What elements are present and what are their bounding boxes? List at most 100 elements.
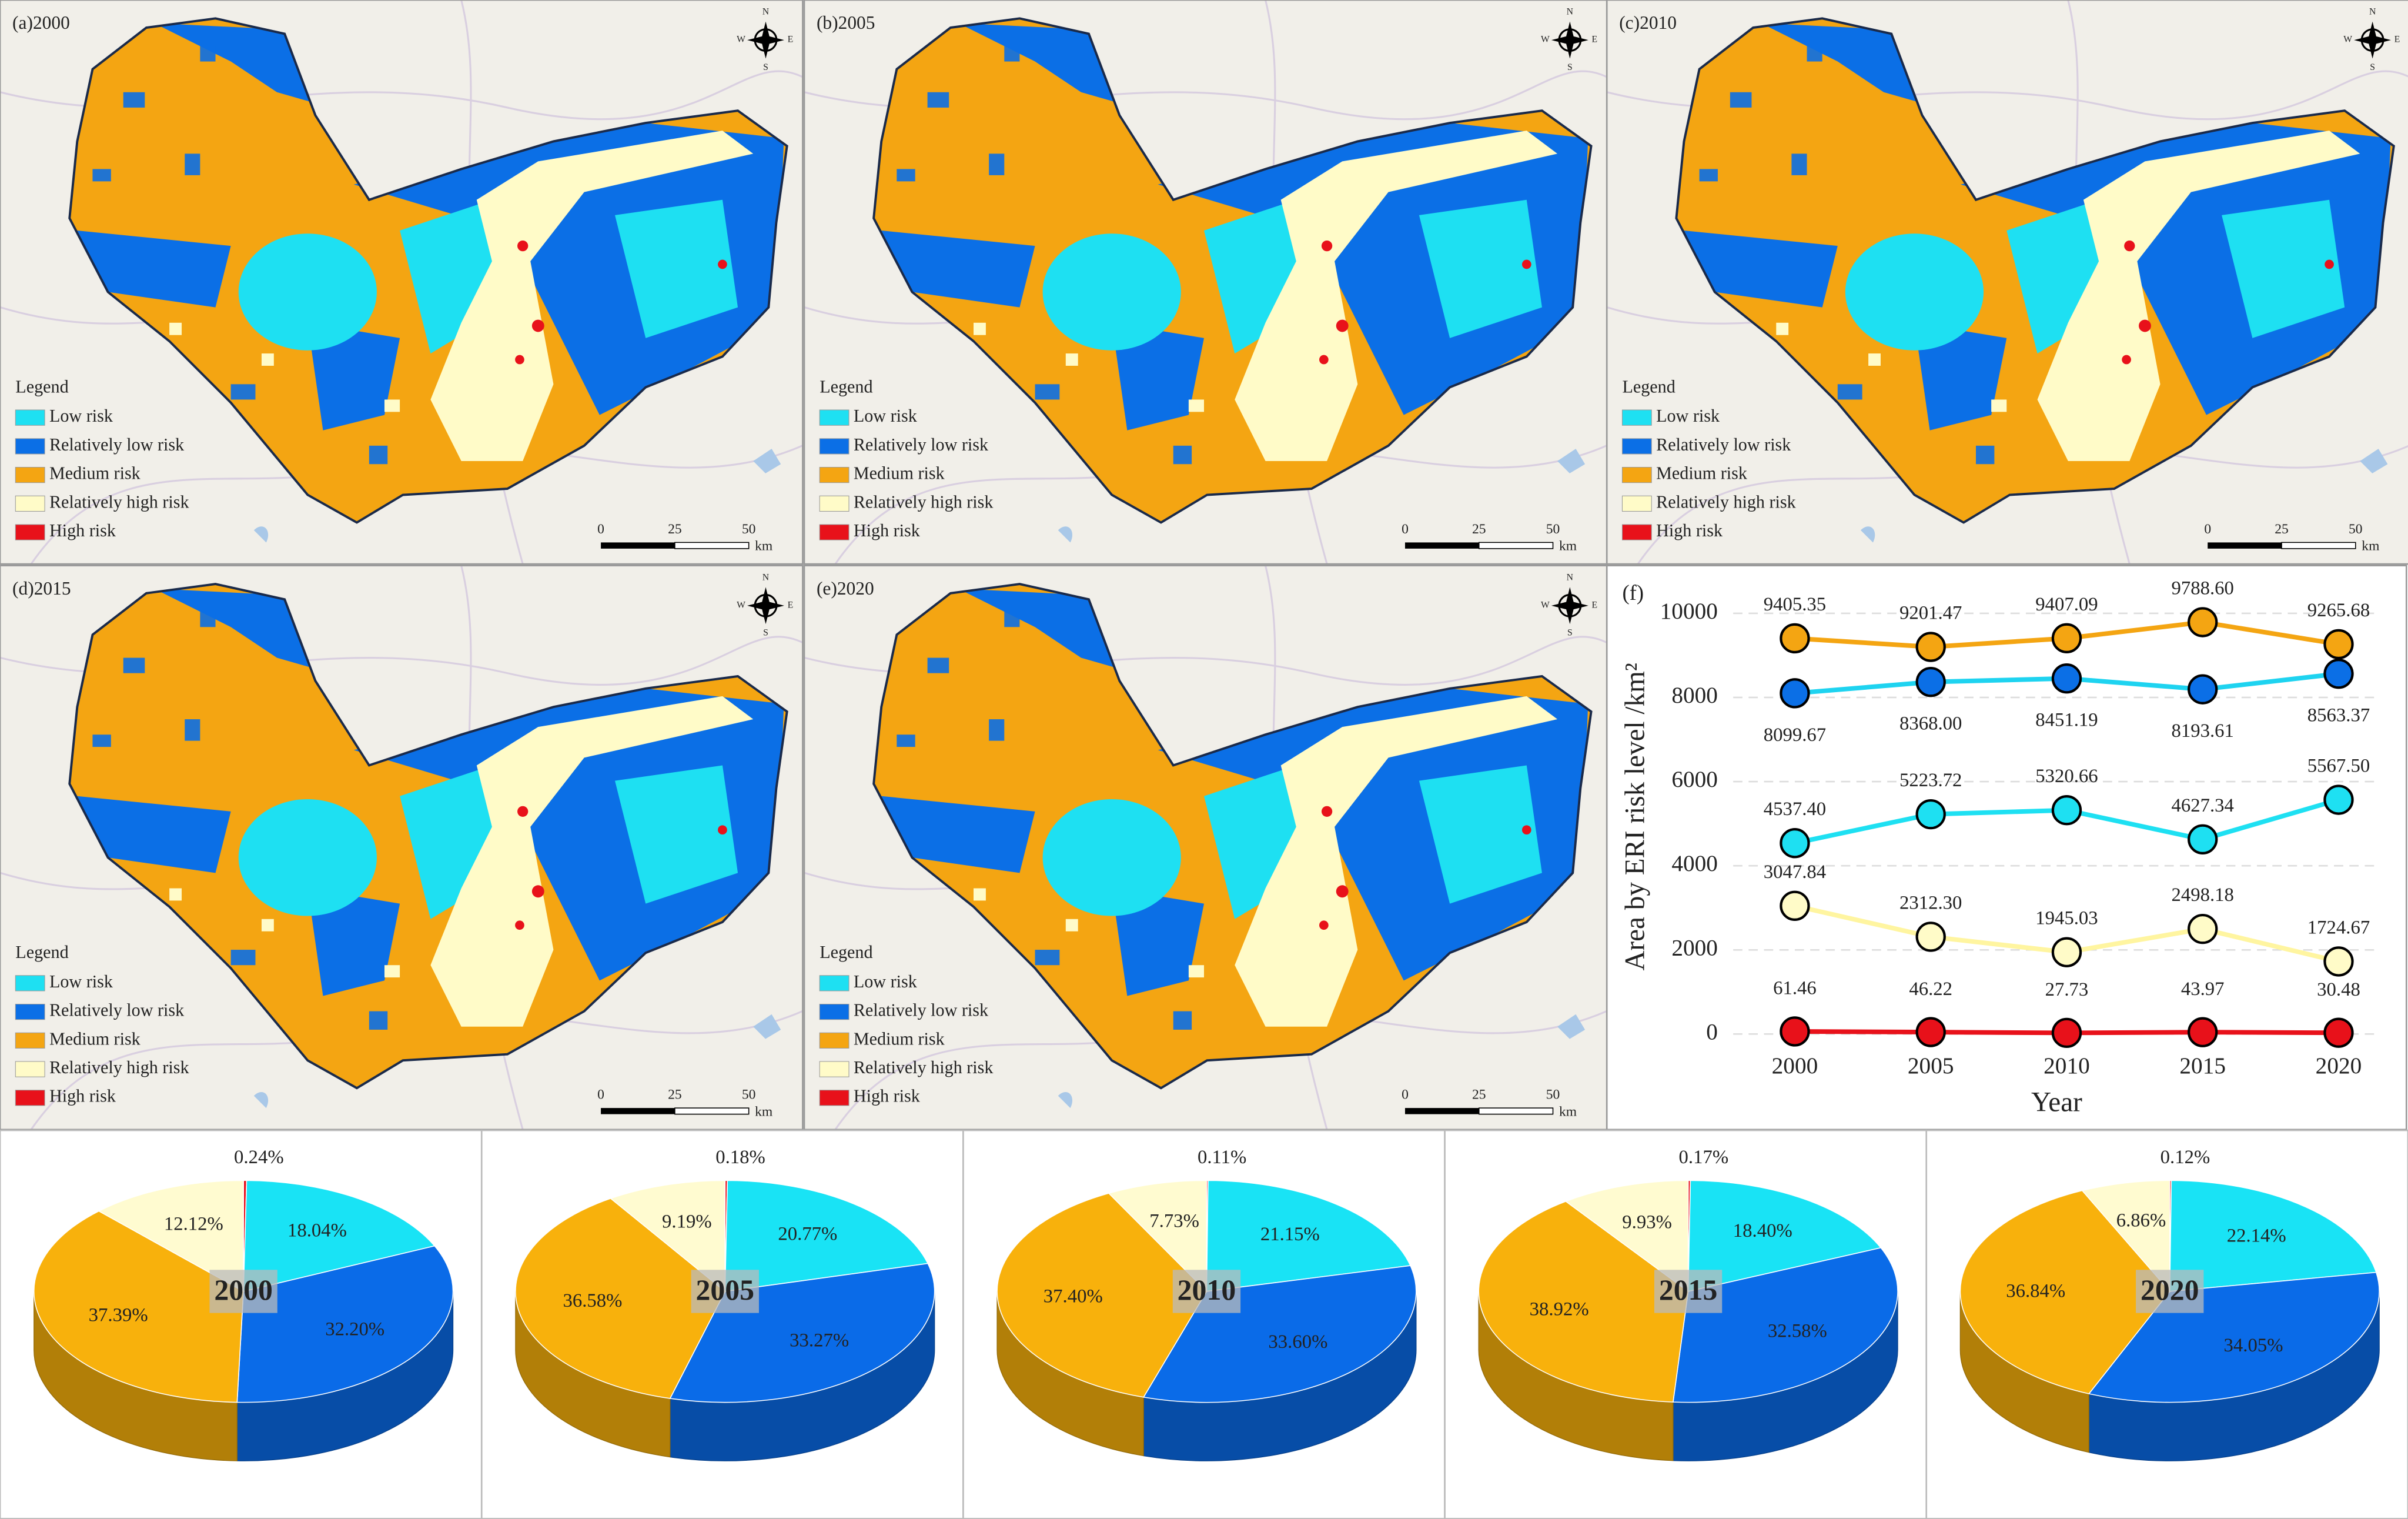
data-label: 27.73 [2045, 979, 2089, 1000]
legend-label: Relatively low risk [854, 1000, 989, 1020]
scale-label: 0 [597, 522, 604, 537]
pie-label: 37.40% [1044, 1286, 1103, 1307]
data-point [1780, 623, 1810, 654]
legend-label: High risk [49, 1086, 116, 1106]
pie-label: 18.04% [287, 1220, 347, 1241]
map-panel: (d)2015 Legend Low risk Relatively low risk… [0, 565, 804, 1131]
data-point [1915, 632, 1946, 662]
data-label: 9407.09 [2035, 594, 2098, 615]
compass-label: W [737, 35, 745, 45]
pie-slice [1206, 1180, 1412, 1292]
panel-label: (f) [1622, 580, 1644, 605]
legend-label: Low risk [1656, 406, 1720, 426]
pie-title: 2000 [214, 1274, 273, 1306]
compass-label: E [788, 600, 794, 610]
pie-label: 22.14% [2227, 1225, 2286, 1246]
scale-label: 25 [668, 1087, 682, 1103]
data-label: 9201.47 [1899, 603, 1962, 624]
scale-unit: km [1559, 1104, 1577, 1119]
data-label: 9788.60 [2172, 578, 2234, 599]
data-label: 4537.40 [1764, 799, 1826, 820]
scale-bar [674, 542, 750, 549]
scale-label: 25 [1472, 1087, 1486, 1103]
data-label: 3047.84 [1764, 862, 1826, 883]
legend-label: High risk [49, 520, 116, 540]
scale-label: 50 [1546, 1087, 1560, 1103]
panel-label: (b)2005 [817, 12, 875, 33]
legend-swatch [15, 975, 45, 991]
legend-label: Low risk [854, 406, 918, 426]
legend-label: Medium risk [1656, 463, 1748, 483]
pie-label: 21.15% [1260, 1224, 1320, 1245]
compass-label: S [1567, 628, 1573, 638]
legend-swatch [15, 495, 45, 512]
compass-label: S [2370, 62, 2375, 72]
y-tick-label: 10000 [1660, 598, 1718, 624]
legend-swatch [15, 1003, 45, 1020]
pie-slice [724, 1180, 929, 1292]
scale-unit: km [755, 539, 772, 554]
legend-swatch [1621, 438, 1652, 455]
data-label: 43.97 [2181, 979, 2225, 1000]
pie-label: 9.19% [662, 1211, 712, 1233]
legend-label: Medium risk [49, 463, 141, 483]
data-point [1780, 828, 1810, 859]
data-point [2051, 623, 2082, 654]
compass-label: E [2394, 35, 2400, 45]
x-axis-label: Year [2031, 1087, 2082, 1118]
map-panel: (b)2005 Legend Low risk Relatively low risk… [803, 0, 1608, 565]
data-point [2323, 1017, 2354, 1048]
pie-label: 38.92% [1530, 1298, 1589, 1320]
x-tick-label: 2005 [1908, 1053, 1954, 1079]
x-tick-label: 2010 [2044, 1053, 2090, 1079]
scale-label: 25 [668, 522, 682, 537]
data-point [2188, 824, 2218, 854]
x-tick-label: 2020 [2316, 1053, 2362, 1079]
data-point [1915, 922, 1946, 952]
data-point [1780, 678, 1810, 709]
y-tick-label: 6000 [1671, 766, 1718, 792]
scale-bar [1404, 1108, 1479, 1114]
pie-slice [515, 1197, 726, 1399]
pie-label: 7.73% [1149, 1210, 1199, 1231]
legend-label: Low risk [854, 972, 918, 991]
pie-title: 2020 [2141, 1274, 2199, 1306]
data-label: 8368.00 [1899, 713, 1962, 735]
compass-label: S [763, 628, 768, 638]
panel-label: (c)2010 [1619, 12, 1677, 33]
data-point [2188, 1017, 2218, 1047]
data-point [2188, 913, 2218, 944]
scale-label: 50 [742, 522, 756, 537]
data-point [1780, 890, 1810, 921]
data-point [2323, 659, 2354, 689]
scale-label: 50 [1546, 522, 1560, 537]
pie-label: 18.40% [1733, 1220, 1792, 1241]
pie-slice [98, 1180, 244, 1293]
data-label: 8451.19 [2035, 710, 2098, 731]
legend-swatch [819, 409, 850, 426]
pie-slice [2081, 1180, 2170, 1293]
scale-bar [1478, 1107, 1554, 1115]
compass-label: S [1567, 62, 1573, 72]
legend-title: Legend [820, 942, 872, 962]
pie-label: 0.24% [234, 1147, 284, 1168]
pie-label: 0.12% [2160, 1147, 2210, 1168]
compass [747, 587, 784, 625]
data-point [2051, 937, 2082, 967]
compass-label: N [2369, 7, 2376, 17]
legend-label: High risk [1656, 520, 1723, 540]
compass-label: S [763, 62, 768, 72]
scale-bar [1478, 542, 1554, 549]
legend-swatch [15, 1032, 45, 1049]
pie-label: 20.77% [778, 1223, 837, 1244]
pie-label: 12.12% [164, 1213, 223, 1234]
data-point [1915, 799, 1946, 830]
scale-bar [601, 1108, 675, 1114]
legend-title: Legend [15, 376, 68, 396]
pie-slice [2169, 1180, 2377, 1292]
legend-label: Relatively low risk [49, 435, 185, 455]
pie-slice [1108, 1180, 1208, 1293]
pie-slice [996, 1193, 1208, 1398]
